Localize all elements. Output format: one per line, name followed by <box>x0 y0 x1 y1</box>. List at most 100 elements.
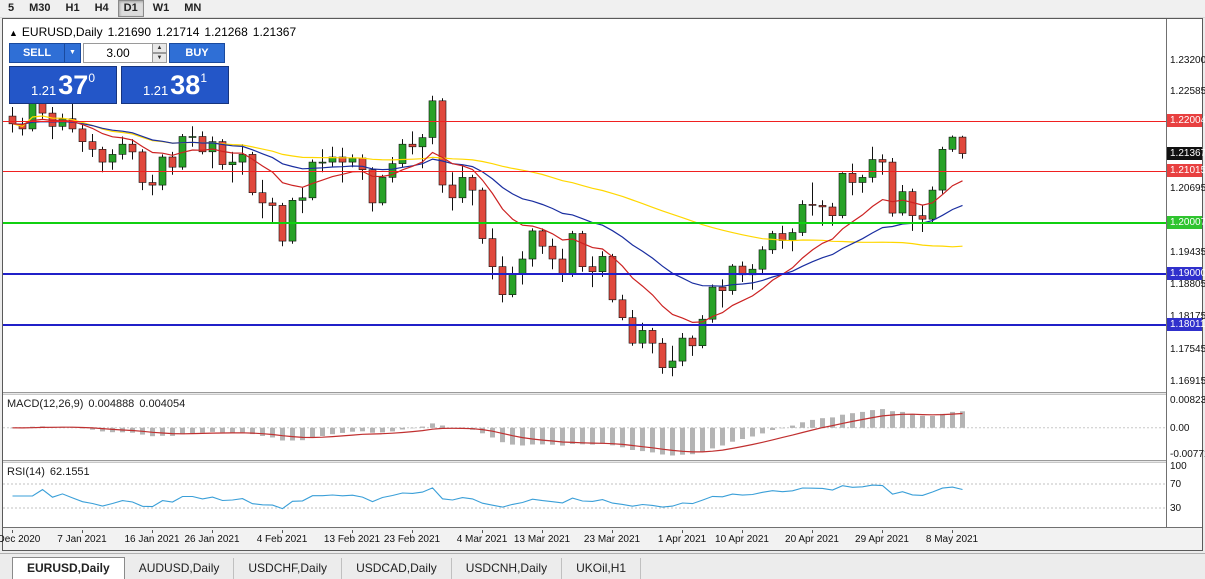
date-axis[interactable]: 28 Dec 2020 7 Jan 2021 16 Jan 2021 26 Jan 2… <box>0 527 1202 550</box>
tf-button-w1[interactable]: W1 <box>152 2 170 14</box>
price-badge: 1.21367 <box>1167 147 1205 160</box>
volume-decrease-icon[interactable]: ▼ <box>153 53 167 63</box>
price-tick-label: 1.16915 <box>1170 376 1205 387</box>
tab-eurusd-daily[interactable]: EURUSD,Daily <box>12 557 125 579</box>
tab-usdchf-daily[interactable]: USDCHF,Daily <box>234 558 343 579</box>
price-tick-label: 1.18805 <box>1170 279 1205 290</box>
date-tick-label: 29 Apr 2021 <box>855 534 909 545</box>
date-tick-label: 28 Dec 2020 <box>0 534 41 545</box>
volume-input[interactable] <box>83 43 153 63</box>
macd-indicator-pane[interactable] <box>3 395 1166 460</box>
rsi-label: RSI(14) 62.1551 <box>7 466 95 478</box>
date-tick-label: 23 Mar 2021 <box>583 534 641 545</box>
price-tick-label: 1.22585 <box>1170 86 1205 97</box>
main-chart-pane[interactable] <box>3 19 1166 392</box>
rsi-name: RSI(14) <box>7 466 45 478</box>
tf-button-d1[interactable]: D1 <box>117 0 144 17</box>
macd-label: MACD(12,26,9) 0.004888 0.004054 <box>7 398 190 410</box>
price-tick-label: 1.18175 <box>1170 311 1205 322</box>
macd-name: MACD(12,26,9) <box>7 398 84 410</box>
tf-button-h1[interactable]: H1 <box>65 2 80 14</box>
price-axis[interactable]: 1.23200 1.22585 1.20695 1.19435 1.18805 1.181… <box>1166 19 1205 527</box>
tf-button-m30[interactable]: M30 <box>29 2 51 14</box>
rsi-value: 62.1551 <box>49 466 90 478</box>
date-tick-label: 13 Mar 2021 <box>513 534 571 545</box>
rsi-scale-label: 70 <box>1170 479 1182 490</box>
ohlc-high: 1.21714 <box>156 25 200 39</box>
price-tick-label: 1.20695 <box>1170 183 1205 194</box>
date-tick-label: 23 Feb 2021 <box>383 534 441 545</box>
date-tick-label: 10 Apr 2021 <box>715 534 769 545</box>
rsi-indicator-pane[interactable] <box>3 463 1166 527</box>
date-tick-mark <box>542 530 543 533</box>
pane-divider[interactable] <box>3 460 1202 463</box>
price-badge: 1.19000 <box>1167 267 1205 280</box>
date-tick-label: 13 Feb 2021 <box>323 534 381 545</box>
date-tick-mark <box>682 530 683 533</box>
rsi-scale-label: 30 <box>1170 503 1182 514</box>
date-tick-mark <box>82 530 83 533</box>
date-tick-mark <box>952 530 953 533</box>
price-tick-label: 1.17545 <box>1170 344 1205 355</box>
tab-ukoil-h1[interactable]: UKOil,H1 <box>562 558 642 579</box>
date-tick-label: 20 Apr 2021 <box>785 534 839 545</box>
date-tick-label: 16 Jan 2021 <box>124 534 180 545</box>
date-tick-label: 8 May 2021 <box>925 534 979 545</box>
volume-stepper: ▲ ▼ <box>153 43 167 63</box>
macd-scale-label: 0.00823 <box>1170 395 1205 406</box>
date-tick-label: 4 Mar 2021 <box>456 534 508 545</box>
tf-button-mn[interactable]: MN <box>184 2 202 14</box>
volume-increase-icon[interactable]: ▲ <box>153 43 167 53</box>
macd-value-signal: 0.004054 <box>139 398 186 410</box>
buy-button[interactable]: BUY <box>169 43 225 63</box>
sell-button[interactable]: SELL <box>9 43 65 63</box>
tab-usdcnh-daily[interactable]: USDCNH,Daily <box>452 558 563 579</box>
chart-window: ▲ EURUSD,Daily 1.21690 1.21714 1.21268 1.2136… <box>0 18 1205 551</box>
chart-tab-bar: EURUSD,Daily AUDUSD,Daily USDCHF,Daily U… <box>0 553 1205 579</box>
volume-dropdown-icon[interactable]: ▼ <box>65 43 81 63</box>
date-tick-mark <box>282 530 283 533</box>
buy-price-prefix: 1.21 <box>142 83 169 98</box>
chart-ohlc-header: ▲ EURUSD,Daily 1.21690 1.21714 1.21268 1.2136… <box>9 25 301 39</box>
date-tick-mark <box>812 530 813 533</box>
date-tick-label: 26 Jan 2021 <box>184 534 240 545</box>
tab-usdcad-daily[interactable]: USDCAD,Daily <box>342 558 452 579</box>
sell-price-prefix: 1.21 <box>30 83 57 98</box>
rsi-scale-label: 100 <box>1170 461 1187 472</box>
ohlc-open: 1.21690 <box>107 25 151 39</box>
sell-price-button[interactable]: 1.21 37 0 <box>9 66 117 104</box>
collapse-panel-icon[interactable]: ▲ <box>9 28 18 38</box>
timeframe-toolbar: 5 M30 H1 H4 D1 W1 MN <box>0 0 1205 18</box>
price-badge: 1.20007 <box>1167 216 1205 229</box>
price-badge: 1.18011 <box>1167 318 1205 331</box>
date-tick-mark <box>482 530 483 533</box>
date-tick-mark <box>12 530 13 533</box>
date-tick-mark <box>212 530 213 533</box>
one-click-trade-panel: SELL ▼ ▲ ▼ BUY 1.21 37 0 1.21 38 1 <box>9 43 233 104</box>
date-tick-label: 4 Feb 2021 <box>256 534 308 545</box>
buy-price-pips: 38 <box>170 69 201 100</box>
macd-value-main: 0.004888 <box>88 398 135 410</box>
tf-button-m5[interactable]: 5 <box>8 2 15 14</box>
date-tick-mark <box>742 530 743 533</box>
tf-button-h4[interactable]: H4 <box>94 2 109 14</box>
price-badge: 1.22004 <box>1167 114 1205 127</box>
buy-price-button[interactable]: 1.21 38 1 <box>121 66 229 104</box>
date-tick-mark <box>352 530 353 533</box>
chart-symbol-label: EURUSD,Daily <box>21 25 103 39</box>
date-tick-mark <box>612 530 613 533</box>
date-tick-label: 1 Apr 2021 <box>657 534 707 545</box>
price-badge: 1.21015 <box>1167 164 1205 177</box>
ohlc-low: 1.21268 <box>204 25 248 39</box>
date-tick-label: 7 Jan 2021 <box>57 534 107 545</box>
macd-scale-label: 0.00 <box>1170 423 1190 434</box>
date-tick-mark <box>882 530 883 533</box>
buy-price-point: 1 <box>200 71 208 85</box>
date-tick-mark <box>412 530 413 533</box>
price-tick-label: 1.19435 <box>1170 247 1205 258</box>
pane-divider[interactable] <box>3 392 1202 395</box>
ohlc-close: 1.21367 <box>252 25 297 39</box>
tab-audusd-daily[interactable]: AUDUSD,Daily <box>125 558 235 579</box>
price-tick-label: 1.23200 <box>1170 55 1205 66</box>
